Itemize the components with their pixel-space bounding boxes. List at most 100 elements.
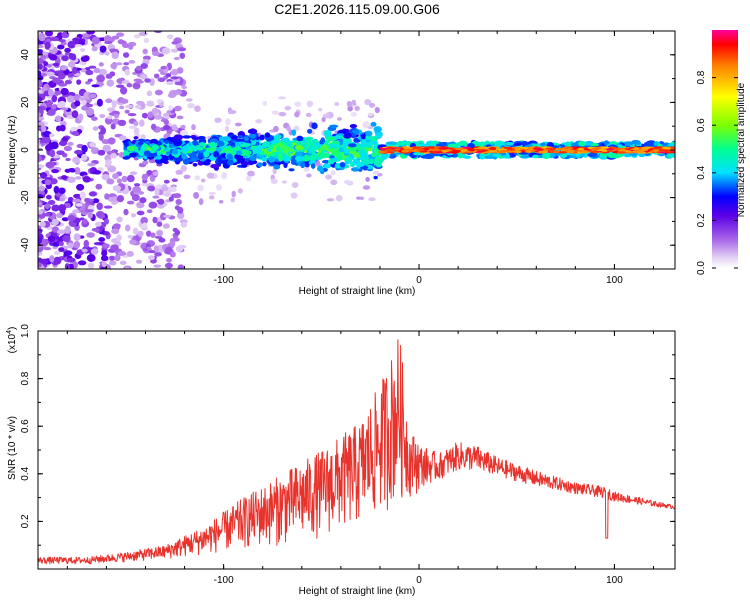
spectrogram-cell — [370, 140, 379, 145]
spectrogram-cell — [208, 146, 218, 152]
spectrogram-cell — [373, 175, 378, 180]
snr-scale-exponent: 4 — [6, 330, 13, 334]
spectrogram-cell — [520, 140, 529, 146]
spectrogram-cell — [105, 73, 113, 79]
spectrogram-cell — [78, 96, 85, 101]
spectrogram-cell — [151, 144, 159, 151]
spectrogram-cell — [51, 95, 58, 103]
snr-x-tick: 0 — [416, 575, 422, 586]
spectrogram-cell — [63, 145, 73, 152]
spectrogram-cell — [91, 227, 100, 232]
spectrogram-cell — [342, 149, 351, 154]
spectrogram-cell — [38, 194, 44, 198]
spectrogram-cell — [249, 128, 257, 134]
colorbar-tick-label: 0.4 — [696, 165, 707, 179]
spectrogram-cell — [318, 108, 323, 112]
spectrogram-cell — [603, 140, 610, 146]
spectrogram-cell — [457, 155, 464, 159]
spectrogram-cell — [39, 139, 47, 144]
spectrogram-cell — [318, 152, 327, 159]
spectrogram-cell — [191, 124, 196, 131]
spectrogram-cell — [149, 149, 156, 154]
spectrogram-cell — [101, 266, 108, 269]
spectrogram-cell — [149, 139, 159, 145]
spectrogram-cell — [74, 166, 81, 175]
spectrogram-cell — [173, 157, 183, 162]
spectrogram-cell — [61, 217, 70, 222]
spectrogram-cell — [410, 146, 423, 149]
spectrogram-cell — [103, 205, 113, 209]
spectrogram-cell — [53, 250, 61, 255]
spectrogram-cell — [271, 110, 279, 115]
spectrogram-cell — [347, 143, 357, 148]
spectrogram-cell — [128, 60, 136, 64]
spectrogram-cell — [86, 31, 95, 35]
spectrogram-cell — [112, 173, 119, 180]
spectrogram-cell — [95, 183, 103, 190]
spectrogram-cell — [235, 150, 243, 156]
spectrogram-cell — [346, 100, 353, 107]
spectrogram-cell — [39, 258, 49, 265]
spectrogram-cell — [67, 141, 74, 146]
spectrogram-cell — [119, 135, 127, 141]
spectrogram-cell — [57, 204, 67, 212]
spectrogram-cell — [51, 169, 59, 174]
spectrogram-cell — [482, 155, 493, 159]
spectrogram-cell — [251, 140, 256, 146]
spectrogram-cell — [152, 50, 160, 57]
spectrogram-cell — [216, 155, 223, 161]
spectrogram-cell — [290, 192, 298, 199]
spectrogram-cell — [237, 158, 246, 163]
figure-title: C2E1.2026.115.09.00.G06 — [274, 1, 440, 17]
spectrogram-cell — [124, 141, 129, 148]
spectrogram-cell — [248, 133, 257, 139]
spectrogram-cell — [131, 194, 140, 202]
spectrogram-cell — [60, 175, 68, 180]
spectrogram-cell — [116, 84, 125, 88]
spectrogram-cell — [130, 213, 137, 218]
spectrogram-cell — [58, 83, 68, 87]
spectrogram-cell — [91, 116, 98, 121]
spectrogram-cell — [65, 157, 71, 162]
spectrogram-cell — [199, 141, 206, 148]
spectrogram-cell — [154, 188, 160, 196]
spectrogram-cell — [40, 72, 48, 77]
spectrogram-cell — [479, 153, 486, 160]
spectrogram-cell — [412, 151, 424, 156]
spectrogram-y-label: Frequency (Hz) — [7, 116, 18, 185]
spectrogram-cell — [76, 183, 85, 191]
spectrogram-cell — [162, 124, 171, 131]
spectrogram-cell — [275, 145, 282, 153]
spectrogram-cell — [61, 107, 69, 111]
spectrogram-cell — [46, 111, 56, 116]
spectrogram-cell — [152, 171, 159, 176]
spectrogram-cell — [343, 132, 352, 139]
spectrogram-cell — [600, 153, 608, 157]
spectrogram-cell — [386, 151, 395, 154]
spectrogram-cell — [100, 126, 107, 135]
spectrogram-cell — [143, 38, 150, 44]
spectrogram-cell — [58, 187, 66, 194]
spectrogram-cell — [174, 205, 181, 211]
spectrogram-cell — [96, 98, 103, 107]
spectrogram-cell — [115, 62, 123, 66]
spectrogram-cell — [210, 163, 220, 169]
spectrogram-cell — [330, 170, 336, 176]
spectrogram-cell — [111, 51, 119, 60]
spectrogram-cell — [142, 222, 148, 230]
spectrogram-cell — [103, 35, 112, 43]
spectrogram-cell — [154, 252, 162, 257]
spectrogram-cell — [354, 105, 360, 112]
spectrogram-cell — [299, 140, 306, 145]
spectrogram-cell — [320, 137, 326, 144]
snr-plot-area — [38, 331, 675, 569]
spectrogram-cell — [177, 264, 185, 269]
spectrogram-cell — [105, 98, 113, 104]
spectrogram-cell — [177, 47, 187, 52]
spectrogram-cell — [374, 147, 380, 154]
spectrogram-cell — [133, 136, 139, 140]
spectrogram-cell — [101, 261, 107, 268]
spectrogram-cell — [641, 146, 652, 149]
spectrogram-cell — [153, 264, 162, 268]
spectrogram-cell — [150, 123, 157, 131]
